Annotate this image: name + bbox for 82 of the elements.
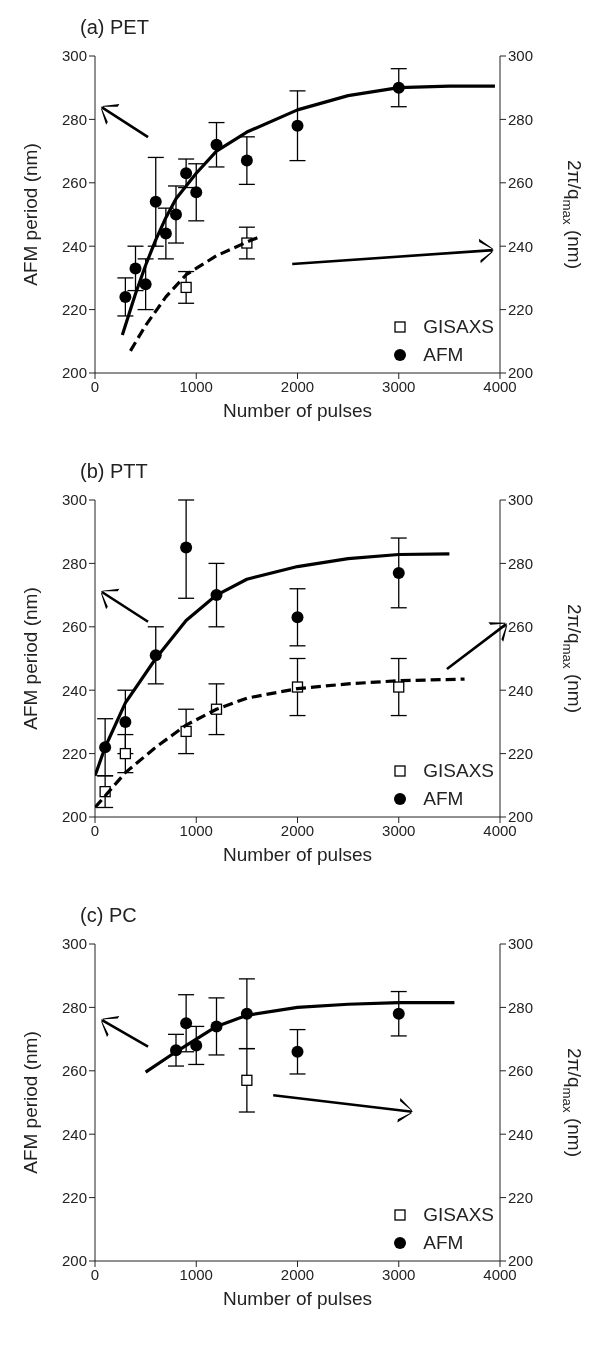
y-axis-title: AFM period (nm): [19, 143, 41, 286]
chart-title: (c) PC: [80, 904, 137, 927]
point: [291, 119, 304, 132]
y-tick-label: 240: [61, 237, 87, 255]
y2-tick-label: 300: [508, 47, 534, 65]
x-tick-label: 0: [90, 1265, 100, 1283]
y-tick-label: 300: [61, 935, 87, 953]
y2-tick-label: 220: [508, 300, 534, 318]
x-tick-label: 2000: [280, 377, 315, 395]
y-tick-label: 260: [61, 1062, 87, 1080]
chart-title: (a) PET: [80, 16, 149, 39]
y-tick-label: 220: [61, 1188, 87, 1206]
y-tick-label: 200: [61, 364, 87, 382]
x-tick-label: 1000: [179, 377, 213, 395]
y-tick-label: 220: [61, 744, 87, 762]
point: [180, 167, 193, 180]
y-tick-label: 260: [61, 174, 87, 192]
legend-label: AFM: [423, 787, 464, 811]
point: [180, 725, 192, 738]
chart-title: (b) PTT: [80, 460, 148, 483]
y2-tick-label: 240: [508, 681, 534, 699]
x-axis-title: Number of pulses: [223, 844, 372, 865]
x-tick-label: 1000: [179, 1265, 213, 1283]
y-tick-label: 240: [61, 1125, 87, 1143]
y-tick-label: 300: [61, 491, 87, 509]
point: [392, 566, 405, 579]
x-tick-label: 3000: [382, 821, 416, 839]
y-tick-label: 280: [61, 110, 87, 128]
point: [180, 541, 193, 554]
point: [149, 195, 162, 208]
y-tick-label: 200: [61, 808, 87, 826]
point: [241, 1074, 253, 1086]
point: [240, 154, 253, 167]
point: [139, 278, 152, 291]
y-axis-title: AFM period (nm): [19, 587, 41, 730]
y-tick-label: 240: [61, 681, 87, 699]
point: [119, 290, 132, 303]
legend-label: GISAXS: [423, 759, 494, 783]
x-tick-label: 0: [90, 821, 100, 839]
y2-tick-label: 240: [508, 1125, 534, 1143]
y2-tick-label: 260: [508, 618, 534, 636]
y2-tick-label: 260: [508, 1062, 534, 1080]
point: [129, 262, 142, 275]
point: [180, 281, 192, 294]
x-tick-label: 3000: [382, 377, 416, 395]
legend-label: GISAXS: [423, 1203, 494, 1227]
y-axis-title: AFM period (nm): [19, 1031, 41, 1174]
y2-tick-label: 300: [508, 935, 534, 953]
point: [291, 611, 304, 624]
x-tick-label: 1000: [179, 821, 213, 839]
legend-label: AFM: [423, 1231, 464, 1255]
y2-tick-label: 220: [508, 1188, 534, 1206]
point: [119, 715, 132, 728]
point: [190, 186, 203, 199]
y-tick-label: 220: [61, 300, 87, 318]
y2-tick-label: 280: [508, 998, 534, 1016]
y-tick-label: 300: [61, 47, 87, 65]
point: [119, 747, 132, 760]
x-axis-title: Number of pulses: [223, 400, 372, 421]
y-tick-label: 280: [61, 554, 87, 572]
y2-tick-label: 280: [508, 554, 534, 572]
y-tick-label: 200: [61, 1252, 87, 1270]
x-tick-label: 2000: [280, 821, 315, 839]
point: [393, 681, 405, 693]
point: [170, 208, 182, 221]
y2-tick-label: 300: [508, 491, 534, 509]
point: [392, 1007, 405, 1020]
point: [180, 1017, 193, 1030]
y2-tick-label: 260: [508, 174, 534, 192]
point: [291, 1045, 304, 1058]
y2-tick-label: 240: [508, 237, 534, 255]
y2-tick-label: 280: [508, 110, 534, 128]
y2-tick-label: 220: [508, 744, 534, 762]
y-tick-label: 260: [61, 618, 87, 636]
legend-label: AFM: [423, 343, 464, 367]
x-tick-label: 3000: [382, 1265, 416, 1283]
x-tick-label: 0: [90, 377, 100, 395]
x-tick-label: 2000: [280, 1265, 315, 1283]
legend-label: GISAXS: [423, 315, 494, 339]
x-axis-title: Number of pulses: [223, 1288, 372, 1309]
y-tick-label: 280: [61, 998, 87, 1016]
point: [159, 227, 172, 240]
